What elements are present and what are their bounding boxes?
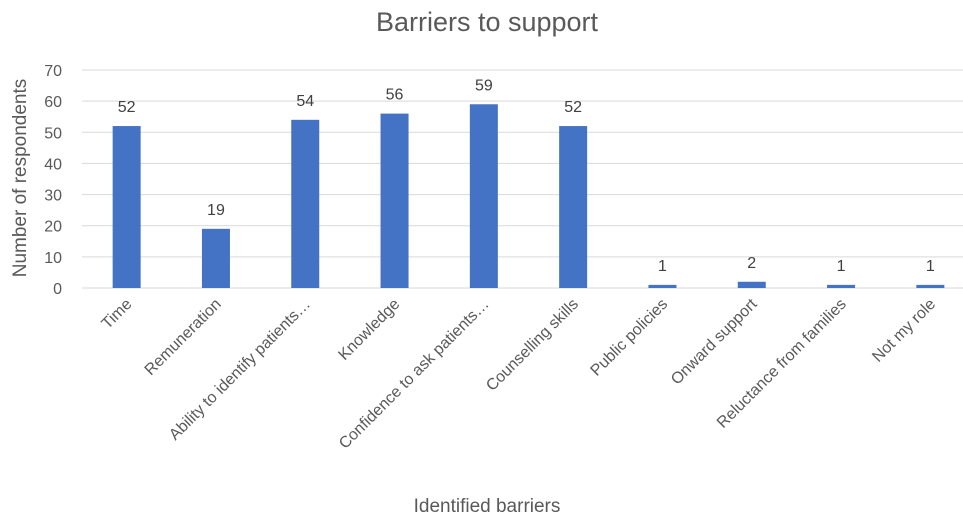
data-label: 1 — [926, 258, 935, 275]
y-axis-title: Number of respondents — [10, 79, 31, 278]
x-category-label: Onward support — [668, 295, 761, 388]
bar — [648, 284, 677, 288]
x-category-label: Not my role — [869, 296, 939, 366]
data-label: 59 — [475, 77, 493, 94]
bar — [380, 113, 409, 288]
data-label: 19 — [207, 202, 225, 219]
bar — [112, 126, 141, 288]
bar — [737, 281, 766, 288]
data-label: 54 — [296, 93, 314, 110]
bar — [827, 284, 856, 288]
y-tick-label: 20 — [44, 219, 62, 236]
data-label: 1 — [658, 258, 667, 275]
bar — [201, 228, 230, 288]
y-axis-ticks: 0 10 20 30 40 50 60 70 — [44, 63, 62, 298]
data-label: 52 — [118, 99, 136, 116]
data-label: 56 — [386, 87, 404, 104]
y-tick-label: 0 — [53, 281, 62, 298]
data-label: 52 — [564, 99, 582, 116]
bars — [112, 104, 945, 288]
bar — [469, 104, 498, 288]
y-tick-label: 30 — [44, 188, 62, 205]
y-tick-label: 50 — [44, 125, 62, 142]
y-tick-label: 40 — [44, 156, 62, 173]
bar — [291, 119, 320, 288]
data-label: 1 — [837, 258, 846, 275]
data-label: 2 — [747, 255, 756, 272]
bar — [916, 284, 945, 288]
x-category-label: Remuneration — [142, 296, 225, 379]
x-category-label: Confidence to ask patients… — [336, 296, 493, 453]
bar — [559, 126, 588, 288]
x-category-label: Knowledge — [335, 296, 403, 364]
y-tick-label: 10 — [44, 250, 62, 267]
x-category-label: Counselling skills — [483, 296, 582, 395]
x-category-label: Ability to identify patients… — [166, 296, 314, 444]
x-axis-title: Identified barriers — [414, 496, 561, 515]
x-category-label: Public policies — [588, 296, 672, 380]
y-tick-label: 60 — [44, 94, 62, 111]
chart-title: Barriers to support — [376, 7, 599, 37]
x-category-label: Time — [99, 296, 136, 333]
y-tick-label: 70 — [44, 63, 62, 80]
data-labels: 52 19 54 56 59 52 1 2 1 1 — [118, 77, 935, 275]
